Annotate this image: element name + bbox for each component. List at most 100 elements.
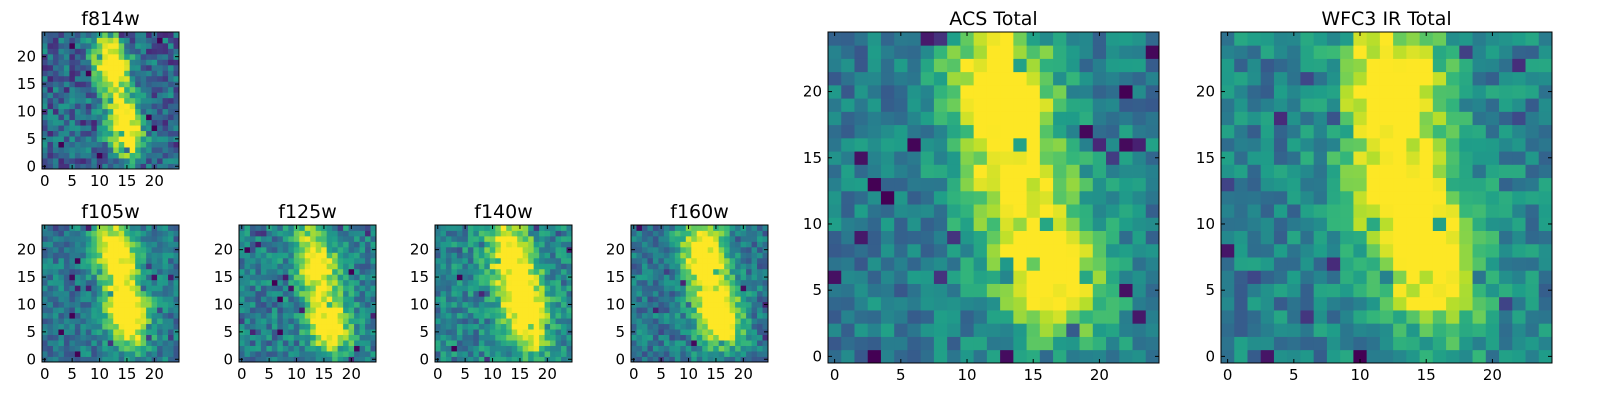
heatmap-cell xyxy=(1066,32,1080,46)
heatmap-cell xyxy=(1132,177,1147,192)
heatmap-cell xyxy=(129,334,136,341)
heatmap-cell xyxy=(47,246,54,253)
heatmap-cell xyxy=(337,285,344,292)
heatmap-cell xyxy=(440,296,447,303)
heatmap-cell xyxy=(288,235,295,242)
heatmap-cell xyxy=(370,285,377,292)
heatmap-cell xyxy=(1106,230,1120,245)
heatmap-cell xyxy=(74,163,81,170)
heatmap-cell xyxy=(669,340,676,346)
heatmap-cell xyxy=(462,252,469,259)
heatmap-cell xyxy=(652,345,659,352)
heatmap-cell xyxy=(162,263,169,270)
heatmap-cell xyxy=(1366,336,1381,351)
heatmap-cell xyxy=(1273,137,1288,152)
heatmap-cell xyxy=(867,217,882,231)
heatmap-cell xyxy=(1119,124,1133,139)
heatmap-cell xyxy=(1273,71,1288,86)
heatmap-cell xyxy=(880,124,895,139)
heatmap-cell xyxy=(85,268,92,275)
heatmap-cell xyxy=(631,340,637,346)
heatmap-cell xyxy=(854,336,869,351)
heatmap-cell xyxy=(332,252,339,259)
heatmap-cell xyxy=(63,81,70,88)
heatmap-cell xyxy=(652,312,659,319)
heatmap-cell xyxy=(124,340,131,346)
heatmap-cell xyxy=(58,340,65,346)
heatmap-cell xyxy=(456,279,463,286)
heatmap-cell xyxy=(751,252,758,259)
heatmap-cell xyxy=(544,351,551,357)
heatmap-cell xyxy=(157,241,163,248)
heatmap-cell xyxy=(1406,111,1420,126)
heatmap-cell xyxy=(348,351,355,357)
heatmap-cell xyxy=(321,263,328,270)
heatmap-cell xyxy=(326,263,333,270)
y-tick-label: 5 xyxy=(223,323,233,341)
heatmap-cell xyxy=(260,312,267,319)
heatmap-cell xyxy=(718,334,725,341)
x-tick-label: 15 xyxy=(1024,366,1043,384)
heatmap-cell xyxy=(440,356,447,363)
heatmap-cell xyxy=(1485,177,1500,192)
heatmap-cell xyxy=(162,163,169,170)
heatmap-cell xyxy=(1353,45,1368,59)
y-tick-label: 20 xyxy=(606,241,625,259)
heatmap-cell xyxy=(102,334,109,341)
heatmap-cell xyxy=(1026,270,1041,284)
heatmap-cell xyxy=(47,108,54,115)
heatmap-cell xyxy=(255,334,262,341)
heatmap-cell xyxy=(173,340,180,346)
heatmap-cell xyxy=(310,235,317,242)
heatmap-cell xyxy=(652,340,659,346)
heatmap-cell xyxy=(920,151,935,165)
heatmap-cell xyxy=(168,334,174,341)
heatmap-cell xyxy=(735,252,741,259)
y-tick-label: 0 xyxy=(1205,347,1215,365)
heatmap-cell xyxy=(724,268,731,275)
heatmap-cell xyxy=(52,257,59,264)
heatmap-cell xyxy=(1287,58,1301,73)
heatmap-cell xyxy=(326,290,333,297)
heatmap-cell xyxy=(544,263,551,270)
heatmap-cell xyxy=(740,323,747,330)
heatmap-cell xyxy=(52,32,59,38)
heatmap-cell xyxy=(293,345,300,352)
heatmap-cell xyxy=(500,345,507,352)
heatmap-cell xyxy=(867,151,882,165)
heatmap-cell xyxy=(146,225,152,231)
heatmap-cell xyxy=(484,340,491,346)
heatmap-cell xyxy=(255,225,262,231)
heatmap-cell xyxy=(1260,190,1275,205)
heatmap-cell xyxy=(310,318,317,325)
heatmap-cell xyxy=(118,230,125,237)
heatmap-cell xyxy=(91,351,98,357)
heatmap-cell xyxy=(47,147,54,153)
heatmap-cell xyxy=(1234,177,1248,192)
heatmap-cell xyxy=(1079,111,1094,126)
heatmap-cell xyxy=(58,125,65,132)
heatmap-cell xyxy=(1273,177,1288,192)
heatmap-cell xyxy=(867,98,882,112)
heatmap-cell xyxy=(641,351,648,357)
heatmap-cell xyxy=(456,296,463,303)
heatmap-cell xyxy=(757,252,763,259)
heatmap-cell xyxy=(343,279,349,286)
heatmap-cell xyxy=(680,241,687,248)
heatmap-cell xyxy=(1459,98,1473,112)
heatmap-cell xyxy=(1000,71,1014,86)
heatmap-cell xyxy=(1512,243,1526,258)
heatmap-cell xyxy=(266,340,273,346)
heatmap-cell xyxy=(973,84,988,99)
heatmap-cell xyxy=(315,285,322,292)
heatmap-cell xyxy=(533,318,540,325)
heatmap-cell xyxy=(1340,45,1354,59)
heatmap-cell xyxy=(894,177,908,192)
heatmap-cell xyxy=(1221,230,1235,245)
heatmap-cell xyxy=(478,351,485,357)
heatmap-cell xyxy=(1499,190,1513,205)
heatmap-cell xyxy=(310,307,317,314)
heatmap-cell xyxy=(255,290,262,297)
heatmap-cell xyxy=(555,307,562,314)
